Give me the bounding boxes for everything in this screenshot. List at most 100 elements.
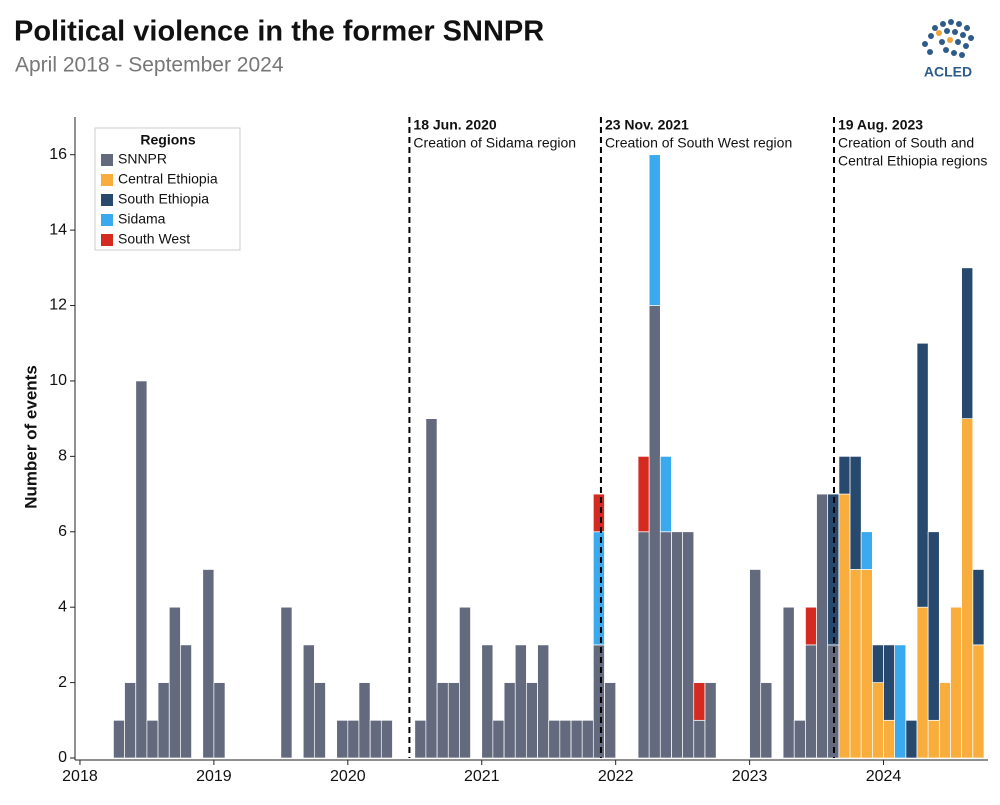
bar bbox=[548, 719, 561, 759]
x-tick-label: 2023 bbox=[732, 768, 768, 785]
bar bbox=[459, 606, 471, 759]
bar bbox=[146, 719, 159, 759]
y-tick-label: 10 bbox=[49, 372, 67, 389]
bar bbox=[425, 418, 438, 759]
bar bbox=[782, 606, 795, 759]
bar bbox=[637, 531, 650, 759]
bar bbox=[961, 418, 974, 759]
bar bbox=[537, 644, 550, 759]
bar bbox=[481, 644, 494, 759]
chart-title: Political violence in the former SNNPR bbox=[14, 16, 544, 48]
bar bbox=[157, 682, 170, 759]
bar bbox=[592, 531, 605, 646]
annotation-label: 18 Jun. 2020 bbox=[413, 117, 496, 133]
annotation-text: Central Ethiopia regions bbox=[838, 153, 987, 169]
bar bbox=[514, 644, 527, 759]
bar bbox=[369, 719, 382, 759]
bar bbox=[358, 682, 371, 759]
bar bbox=[883, 719, 896, 759]
bar bbox=[280, 606, 293, 759]
x-tick-label: 2021 bbox=[464, 768, 500, 785]
bar bbox=[659, 531, 672, 759]
chart-subtitle: April 2018 - September 2024 bbox=[15, 54, 284, 77]
bar bbox=[682, 531, 695, 759]
legend-label: South Ethiopia bbox=[118, 191, 209, 207]
annotation-label: 19 Aug. 2023 bbox=[838, 117, 923, 133]
bar bbox=[939, 682, 951, 759]
legend-label: Central Ethiopia bbox=[118, 171, 218, 187]
annotation-text: Creation of South and bbox=[838, 135, 974, 151]
x-tick-label: 2018 bbox=[62, 768, 98, 785]
x-tick-label: 2020 bbox=[330, 768, 366, 785]
bar bbox=[838, 456, 851, 495]
bar bbox=[168, 606, 181, 759]
bar bbox=[492, 719, 505, 759]
bar bbox=[135, 380, 148, 759]
legend-label: SNNPR bbox=[118, 151, 167, 167]
x-tick-label: 2022 bbox=[598, 768, 634, 785]
annotation-text: Creation of South West region bbox=[605, 135, 792, 151]
bar bbox=[950, 606, 963, 759]
bar bbox=[849, 569, 862, 759]
bar bbox=[503, 682, 516, 759]
bar bbox=[648, 305, 661, 759]
bar bbox=[872, 644, 884, 683]
bar bbox=[380, 719, 393, 759]
bar bbox=[570, 719, 583, 759]
bar bbox=[592, 644, 605, 759]
legend-swatch bbox=[101, 234, 113, 246]
logo-mark bbox=[922, 19, 974, 58]
y-tick-label: 16 bbox=[49, 146, 67, 163]
bar bbox=[805, 606, 817, 646]
bar bbox=[447, 682, 460, 759]
legend-swatch bbox=[101, 154, 113, 166]
legend-title: Regions bbox=[140, 132, 195, 148]
legend-label: Sidama bbox=[118, 211, 166, 227]
bar bbox=[838, 493, 851, 759]
legend-swatch bbox=[101, 174, 113, 186]
bar bbox=[972, 569, 985, 646]
bar bbox=[637, 456, 650, 533]
legend-swatch bbox=[101, 194, 113, 206]
bar bbox=[805, 644, 817, 759]
bar bbox=[559, 719, 572, 759]
bar bbox=[883, 644, 896, 721]
legend-swatch bbox=[101, 214, 113, 226]
bar bbox=[592, 493, 605, 533]
bar bbox=[693, 719, 706, 759]
bar bbox=[894, 644, 907, 759]
annotation-text: Creation of Sidama region bbox=[413, 135, 576, 151]
y-tick-label: 14 bbox=[49, 221, 67, 238]
y-tick-label: 12 bbox=[49, 297, 67, 314]
bar bbox=[347, 719, 360, 759]
bar bbox=[749, 569, 762, 759]
bar bbox=[648, 154, 661, 306]
bar bbox=[124, 682, 137, 759]
bar bbox=[916, 342, 929, 608]
bar bbox=[436, 682, 449, 759]
bar bbox=[872, 682, 884, 759]
bar bbox=[860, 531, 873, 570]
bar bbox=[113, 719, 125, 759]
bar bbox=[816, 493, 829, 759]
bar bbox=[927, 531, 940, 721]
y-tick-label: 0 bbox=[58, 749, 67, 766]
legend-box bbox=[94, 127, 241, 251]
y-tick-label: 8 bbox=[58, 448, 67, 465]
bar bbox=[414, 719, 427, 759]
bar bbox=[961, 267, 974, 419]
bar bbox=[704, 682, 717, 759]
bar bbox=[671, 531, 684, 759]
bar bbox=[313, 682, 326, 759]
bar bbox=[659, 456, 672, 533]
bar bbox=[905, 719, 918, 759]
bar bbox=[604, 682, 617, 759]
bar bbox=[793, 719, 806, 759]
bar bbox=[916, 606, 929, 759]
bar bbox=[860, 569, 873, 759]
legend-label: South West bbox=[118, 231, 190, 247]
bar bbox=[302, 644, 315, 759]
y-tick-label: 4 bbox=[58, 598, 67, 615]
bar bbox=[180, 644, 192, 759]
